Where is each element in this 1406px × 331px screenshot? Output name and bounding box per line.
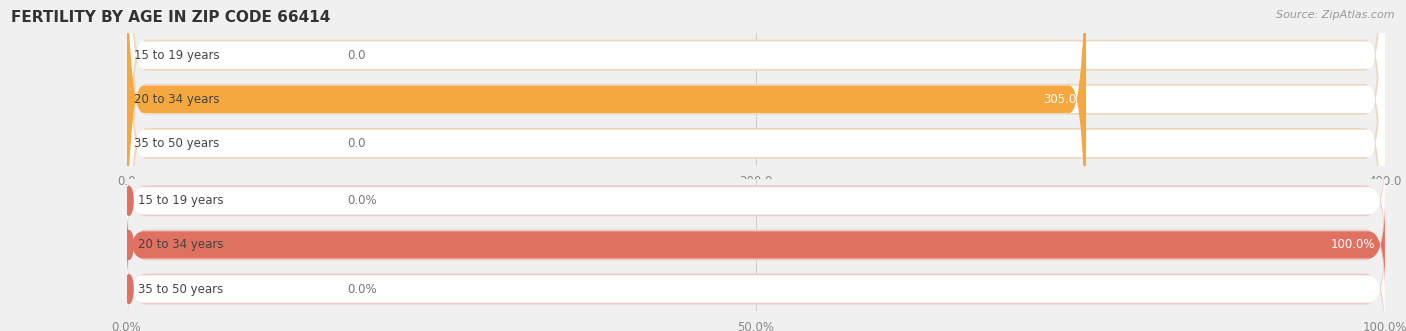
Circle shape	[125, 275, 134, 304]
Circle shape	[127, 85, 128, 114]
FancyBboxPatch shape	[127, 192, 1385, 298]
Text: 20 to 34 years: 20 to 34 years	[138, 238, 224, 252]
FancyBboxPatch shape	[127, 0, 1385, 331]
Circle shape	[125, 231, 134, 259]
FancyBboxPatch shape	[127, 245, 1385, 331]
Text: 305.0: 305.0	[1043, 93, 1076, 106]
FancyBboxPatch shape	[127, 0, 1385, 315]
FancyBboxPatch shape	[127, 201, 1385, 289]
Text: 35 to 50 years: 35 to 50 years	[134, 137, 219, 150]
Text: FERTILITY BY AGE IN ZIP CODE 66414: FERTILITY BY AGE IN ZIP CODE 66414	[11, 10, 330, 25]
FancyBboxPatch shape	[127, 0, 1385, 315]
Text: 15 to 19 years: 15 to 19 years	[138, 194, 224, 207]
FancyBboxPatch shape	[127, 147, 1385, 254]
Circle shape	[125, 186, 134, 215]
FancyBboxPatch shape	[127, 201, 1385, 289]
Text: 0.0%: 0.0%	[347, 283, 377, 296]
Text: 0.0%: 0.0%	[347, 194, 377, 207]
Circle shape	[127, 129, 128, 158]
Circle shape	[127, 41, 128, 70]
FancyBboxPatch shape	[127, 0, 1385, 271]
FancyBboxPatch shape	[127, 0, 1085, 315]
FancyBboxPatch shape	[127, 157, 1385, 245]
Text: 0.0: 0.0	[347, 49, 366, 62]
Text: 0.0: 0.0	[347, 137, 366, 150]
Text: 20 to 34 years: 20 to 34 years	[134, 93, 219, 106]
Text: 35 to 50 years: 35 to 50 years	[138, 283, 224, 296]
Text: 15 to 19 years: 15 to 19 years	[134, 49, 219, 62]
FancyBboxPatch shape	[127, 0, 1385, 331]
FancyBboxPatch shape	[127, 0, 1385, 331]
Text: 100.0%: 100.0%	[1330, 238, 1375, 252]
FancyBboxPatch shape	[127, 236, 1385, 331]
Text: Source: ZipAtlas.com: Source: ZipAtlas.com	[1277, 10, 1395, 20]
